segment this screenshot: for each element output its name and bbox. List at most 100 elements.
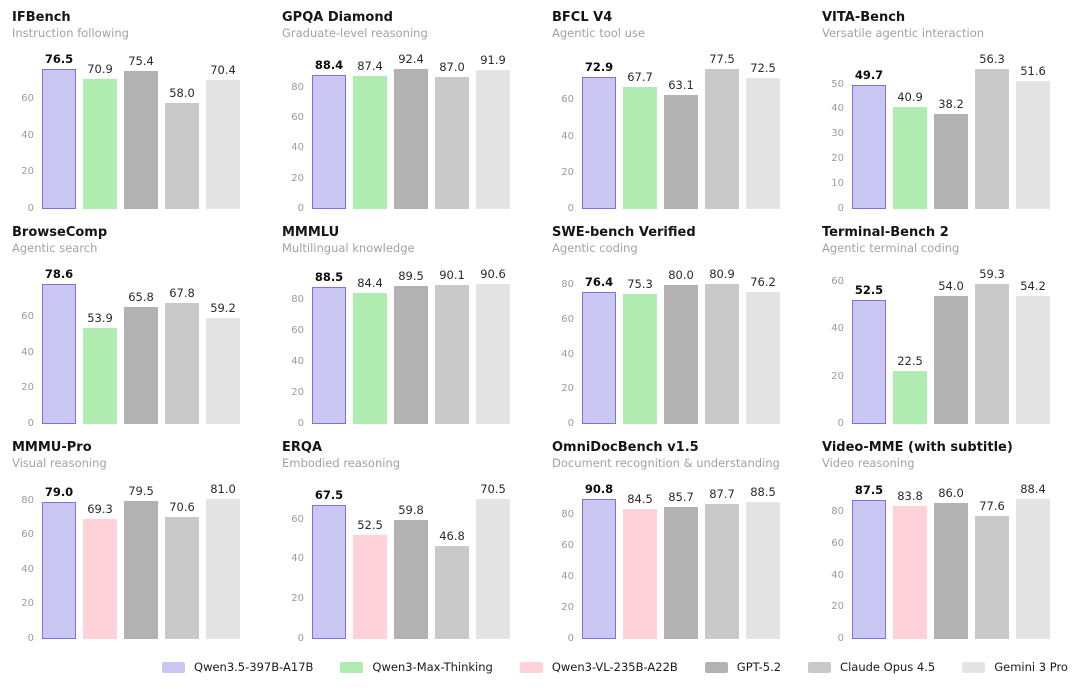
y-tick-label: 20 bbox=[831, 370, 844, 382]
bar-group: 59.2 bbox=[206, 281, 240, 424]
bar-value-label: 90.6 bbox=[480, 266, 506, 281]
bars-row: 78.6 53.9 65.8 67.8 59.2 bbox=[42, 267, 246, 424]
plot-area: 78.6 53.9 65.8 67.8 59.2 0 20 40 60 bbox=[21, 267, 246, 429]
bar-value-label: 38.2 bbox=[938, 96, 964, 111]
bar-qwen3-max-thinking bbox=[893, 107, 927, 209]
bars-row: 87.5 83.8 86.0 77.6 88.4 bbox=[852, 482, 1056, 639]
bar-qwen3-5-397b-a17b bbox=[852, 85, 886, 209]
bar-group: 88.5 bbox=[746, 485, 780, 639]
bar-qwen3-5-397b-a17b bbox=[312, 287, 346, 424]
bar-value-label: 79.5 bbox=[128, 484, 154, 499]
bar-qwen3-5-397b-a17b bbox=[582, 291, 616, 424]
plot-area: 76.4 75.3 80.0 80.9 76.2 0 20 40 60 80 bbox=[561, 267, 786, 429]
bar-claude-opus-4-5 bbox=[435, 545, 469, 639]
bar-value-label: 76.2 bbox=[750, 274, 776, 289]
legend-color-swatch-icon bbox=[704, 661, 728, 673]
bar-value-label: 65.8 bbox=[128, 289, 154, 304]
y-tick-label: 60 bbox=[291, 325, 304, 337]
plot-area: 72.9 67.7 63.1 77.5 72.5 0 20 40 60 bbox=[561, 52, 786, 214]
y-tick-label: 40 bbox=[831, 103, 844, 115]
y-tick-label: 0 bbox=[567, 203, 574, 214]
bar-qwen3-max-thinking bbox=[623, 86, 657, 209]
bar-value-label: 77.5 bbox=[709, 51, 735, 66]
bar-value-label: 70.6 bbox=[169, 499, 195, 514]
bar-value-label: 81.0 bbox=[210, 481, 236, 496]
bar-group: 84.5 bbox=[623, 492, 657, 639]
bar-value-label: 49.7 bbox=[854, 68, 884, 83]
bar-value-label: 72.5 bbox=[750, 60, 776, 75]
bar-claude-opus-4-5 bbox=[165, 303, 199, 424]
bar-qwen3-5-397b-a17b bbox=[582, 77, 616, 209]
bar-value-label: 56.3 bbox=[979, 51, 1005, 66]
bar-group: 67.5 bbox=[312, 488, 346, 639]
chart-title: BrowseComp bbox=[12, 225, 108, 240]
bar-group: 56.3 bbox=[975, 52, 1009, 209]
y-tick-label: 60 bbox=[831, 537, 844, 549]
bar-value-label: 52.5 bbox=[357, 517, 383, 532]
chart-subtitle: Agentic tool use bbox=[552, 26, 645, 40]
bar-value-label: 63.1 bbox=[668, 77, 694, 92]
bar-gemini-3-pro bbox=[1016, 498, 1050, 639]
chart-cell: MMMU-Pro Visual reasoning 79.0 69.3 79.5 70… bbox=[0, 430, 270, 645]
bar-group: 91.9 bbox=[476, 53, 510, 209]
y-tick-label: 60 bbox=[21, 529, 34, 541]
y-tick-label: 20 bbox=[21, 598, 34, 610]
bar-value-label: 87.0 bbox=[439, 60, 465, 74]
plot-area: 88.5 84.4 89.5 90.1 90.6 0 20 40 60 80 bbox=[291, 267, 516, 429]
bar-gemini-3-pro bbox=[746, 291, 780, 424]
y-tick-label: 20 bbox=[831, 153, 844, 165]
bar-group: 46.8 bbox=[435, 496, 469, 639]
chart-title: ERQA bbox=[282, 440, 323, 455]
y-tick-label: 80 bbox=[561, 509, 574, 521]
bar-value-label: 88.4 bbox=[1020, 481, 1046, 496]
bar-value-label: 52.5 bbox=[854, 282, 884, 297]
bar-value-label: 59.3 bbox=[979, 266, 1005, 281]
bar-claude-opus-4-5 bbox=[975, 515, 1009, 639]
bar-qwen3-max-thinking bbox=[83, 79, 117, 209]
bar-value-label: 40.9 bbox=[897, 90, 923, 105]
bar-value-label: 84.4 bbox=[357, 276, 383, 291]
y-tick-label: 20 bbox=[561, 602, 574, 614]
chart-title: OmniDocBench v1.5 bbox=[552, 440, 699, 455]
bar-group: 80.9 bbox=[705, 267, 739, 424]
chart-subtitle: Graduate-level reasoning bbox=[282, 26, 428, 40]
chart-title: IFBench bbox=[12, 10, 71, 25]
bar-value-label: 51.6 bbox=[1020, 63, 1046, 78]
legend-label: Qwen3-VL-235B-A22B bbox=[551, 660, 678, 674]
legend-label: Qwen3.5-397B-A17B bbox=[194, 660, 314, 674]
bar-group: 70.4 bbox=[206, 63, 240, 209]
bar-value-label: 76.4 bbox=[584, 274, 614, 289]
bar-value-label: 59.2 bbox=[210, 301, 236, 316]
bar-group: 59.3 bbox=[975, 267, 1009, 424]
legend-label: Claude Opus 4.5 bbox=[840, 660, 936, 674]
y-tick-label: 60 bbox=[561, 314, 574, 326]
bar-gemini-3-pro bbox=[476, 69, 510, 209]
bar-claude-opus-4-5 bbox=[165, 516, 199, 639]
chart-title: VITA-Bench bbox=[822, 10, 906, 25]
chart-subtitle: Versatile agentic interaction bbox=[822, 26, 985, 40]
plot-area: 90.8 84.5 85.7 87.7 88.5 0 20 40 60 80 bbox=[561, 482, 786, 644]
bar-value-label: 77.6 bbox=[979, 498, 1005, 513]
charts-grid: IFBench Instruction following 76.5 70.9 75… bbox=[0, 10, 1080, 645]
y-tick-label: 60 bbox=[561, 540, 574, 552]
bar-group: 58.0 bbox=[165, 66, 199, 209]
bar-gemini-3-pro bbox=[1016, 80, 1050, 209]
bar-qwen3-max-thinking bbox=[353, 76, 387, 209]
bar-claude-opus-4-5 bbox=[705, 283, 739, 424]
y-tick-label: 80 bbox=[21, 494, 34, 506]
bar-group: 92.4 bbox=[394, 52, 428, 209]
chart-cell: ERQA Embodied reasoning 67.5 52.5 59.8 46.8… bbox=[270, 430, 540, 645]
chart-cell: Video-MME (with subtitle) Video reasonin… bbox=[810, 430, 1080, 645]
bar-value-label: 75.3 bbox=[627, 276, 653, 291]
chart-title: SWE-bench Verified bbox=[552, 225, 696, 240]
bar-group: 69.3 bbox=[83, 496, 117, 639]
legend-label: Gemini 3 Pro bbox=[994, 660, 1068, 674]
bar-value-label: 85.7 bbox=[668, 489, 694, 504]
y-tick-label: 40 bbox=[21, 563, 34, 575]
chart-title: MMMLU bbox=[282, 225, 340, 240]
legend-color-swatch-icon bbox=[519, 661, 543, 673]
bar-gpt-5-2 bbox=[394, 520, 428, 639]
bar-qwen3-5-397b-a17b bbox=[852, 500, 886, 639]
y-tick-label: 0 bbox=[27, 203, 34, 214]
bar-claude-opus-4-5 bbox=[975, 283, 1009, 424]
